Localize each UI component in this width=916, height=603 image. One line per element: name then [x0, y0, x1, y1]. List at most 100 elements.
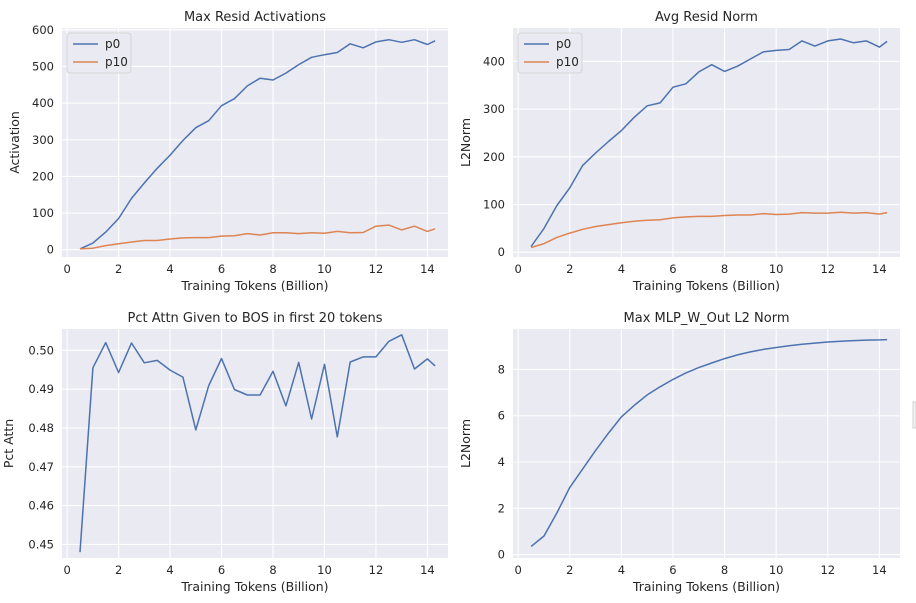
chart-title: Avg Resid Norm: [655, 10, 758, 25]
x-tick-label: 4: [618, 262, 625, 276]
y-tick-label: 0: [498, 245, 505, 259]
grid: [513, 28, 900, 257]
x-tick-label: 12: [369, 563, 384, 577]
x-tick-labels: 0 2 4 6 8 10 12 14: [63, 563, 434, 577]
y-tick-label: 400: [483, 54, 505, 68]
legend-label-p10: p10: [556, 55, 579, 69]
y-tick-label: 0: [47, 243, 54, 257]
x-tick-label: 0: [63, 262, 70, 276]
grid: [513, 329, 900, 558]
x-tick-label: 14: [420, 563, 435, 577]
plot-area: [62, 329, 448, 558]
y-tick-label: 100: [483, 198, 505, 212]
y-tick-label: 200: [32, 169, 54, 183]
legend-box: [66, 32, 132, 74]
x-tick-label: 2: [115, 563, 122, 577]
chart-title: Max Resid Activations: [184, 10, 326, 25]
x-tick-label: 12: [820, 262, 835, 276]
x-tick-labels: 0 2 4 6 8 10 12 14: [63, 262, 434, 276]
x-tick-label: 0: [514, 563, 521, 577]
x-tick-label: 4: [166, 262, 173, 276]
chart-title: Pct Attn Given to BOS in first 20 tokens: [127, 311, 382, 326]
y-axis-label: Pct Attn: [1, 419, 16, 468]
legend-label-p0: p0: [556, 37, 571, 51]
x-axis-label: Training Tokens (Billion): [632, 278, 780, 293]
x-axis-label: Training Tokens (Billion): [180, 579, 328, 594]
y-tick-label: 200: [483, 150, 505, 164]
y-tick-label: 0.50: [28, 343, 54, 357]
legend-label-p0: p0: [105, 37, 120, 51]
y-tick-label: 400: [32, 96, 54, 110]
series-line-p0: [530, 38, 888, 247]
x-tick-label: 2: [115, 262, 122, 276]
x-tick-label: 14: [872, 262, 887, 276]
x-tick-labels: 0 2 4 6 8 10 12 14: [514, 262, 886, 276]
x-tick-label: 12: [369, 262, 384, 276]
x-tick-label: 14: [420, 262, 435, 276]
x-tick-label: 8: [269, 563, 276, 577]
series-lines: [530, 338, 888, 547]
y-axis-label: L2Norm: [458, 118, 473, 167]
x-tick-label: 6: [218, 262, 225, 276]
y-tick-label: 2: [498, 501, 505, 515]
x-tick-label: 8: [269, 262, 276, 276]
y-tick-label: 6: [498, 409, 505, 423]
x-tick-label: 6: [669, 563, 676, 577]
x-tick-label: 10: [769, 262, 784, 276]
x-tick-label: 2: [566, 563, 573, 577]
series-lines: [79, 334, 436, 553]
panel-avg-resid-norm: 0 2 4 6 8 10 12 14 0 100 200 300 400 Avg Resid Norm…: [458, 10, 900, 293]
y-tick-label: 0.47: [28, 460, 54, 474]
x-tick-labels: 0 2 4 6 8 10 12 14: [514, 563, 886, 577]
x-tick-label: 10: [769, 563, 784, 577]
y-tick-labels: 0 100 200 300 400 500 600: [32, 23, 54, 257]
x-tick-label: 10: [317, 563, 332, 577]
plot-area: [513, 329, 900, 558]
y-tick-label: 0.49: [28, 382, 54, 396]
series-line-pct_attn: [79, 334, 436, 553]
series-line-p0: [79, 38, 436, 250]
y-tick-label: 4: [498, 455, 505, 469]
series-lines: [530, 38, 888, 249]
y-axis-label: L2Norm: [458, 419, 473, 468]
x-tick-label: 0: [63, 563, 70, 577]
y-axis-label: Activation: [7, 111, 22, 174]
y-tick-label: 500: [32, 59, 54, 73]
x-tick-label: 12: [820, 563, 835, 577]
x-axis-label: Training Tokens (Billion): [632, 579, 780, 594]
x-tick-label: 2: [566, 262, 573, 276]
grid: [62, 329, 448, 558]
legend-label-p10: p10: [105, 55, 128, 69]
y-tick-label: 600: [32, 23, 54, 37]
x-tick-label: 6: [218, 563, 225, 577]
series-line-p10: [79, 224, 436, 250]
y-tick-label: 300: [32, 133, 54, 147]
y-tick-label: 8: [498, 362, 505, 376]
x-tick-label: 10: [317, 262, 332, 276]
x-tick-label: 8: [721, 262, 728, 276]
x-axis-label: Training Tokens (Billion): [180, 278, 328, 293]
x-tick-label: 4: [618, 563, 625, 577]
x-tick-label: 0: [514, 262, 521, 276]
legend-box: [517, 32, 583, 74]
x-tick-label: 14: [872, 563, 887, 577]
x-tick-label: 6: [669, 262, 676, 276]
y-tick-labels: 0 100 200 300 400: [483, 54, 505, 259]
y-tick-labels: 0 2 4 6 8: [498, 362, 505, 561]
y-tick-labels: 0.45 0.46 0.47 0.48 0.49 0.50: [28, 343, 54, 551]
grid: [62, 28, 448, 257]
series-line-mlp_w_out: [530, 338, 888, 547]
panel-max-resid-activations: 0 2 4 6 8 10 12 14 0 100 200 300 400 500 600 Max Resi…: [7, 10, 448, 293]
y-tick-label: 300: [483, 102, 505, 116]
panel-pct-attn-bos: 0 2 4 6 8 10 12 14 0.45 0.46 0.47 0.48 0.49 0.50 Pct…: [1, 311, 448, 594]
scrollbar-handle[interactable]: [912, 401, 916, 429]
y-tick-label: 100: [32, 206, 54, 220]
y-tick-label: 0.48: [28, 421, 54, 435]
y-tick-label: 0.45: [28, 537, 54, 551]
chart-title: Max MLP_W_Out L2 Norm: [624, 311, 790, 326]
x-tick-label: 8: [721, 563, 728, 577]
